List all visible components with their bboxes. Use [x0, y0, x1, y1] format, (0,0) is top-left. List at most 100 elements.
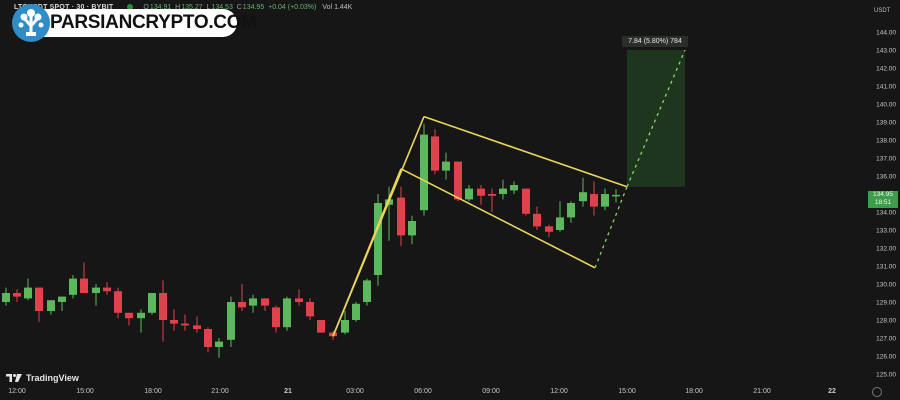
candle	[170, 309, 178, 331]
price-tick: 128.00	[876, 318, 896, 325]
candle	[193, 316, 201, 333]
price-tick: 142.00	[876, 66, 896, 73]
candle	[215, 338, 223, 358]
currency-unit-label[interactable]: USDT	[874, 8, 891, 14]
candle	[477, 185, 485, 205]
volume-value: Vol 1.44K	[322, 3, 353, 11]
candle	[431, 129, 439, 175]
candle	[238, 284, 246, 311]
candle	[272, 305, 280, 333]
candle	[590, 181, 598, 216]
time-tick: 22	[828, 388, 836, 395]
time-tick: 21:00	[753, 388, 771, 395]
candle	[69, 275, 77, 299]
price-tick: 136.00	[876, 174, 896, 181]
candle	[283, 296, 291, 331]
price-tick: 137.00	[876, 156, 896, 163]
candle	[556, 201, 564, 232]
ohlc-values: O134.91 H135.27 L134.53 C134.95 +0.04 (+…	[143, 3, 317, 11]
candle	[488, 188, 496, 212]
price-tick: 140.00	[876, 102, 896, 109]
watermark-text: PARSIANCRYPTO.COM	[50, 12, 257, 33]
candle	[148, 293, 156, 315]
candle	[181, 314, 189, 331]
candle	[306, 298, 314, 320]
candle	[510, 181, 518, 194]
price-tick: 134.00	[876, 210, 896, 217]
candle	[601, 188, 609, 211]
time-tick: 21:00	[211, 388, 229, 395]
candle	[137, 309, 145, 333]
time-tick: 12:00	[8, 388, 26, 395]
price-tick: 125.00	[876, 372, 896, 379]
price-tick: 133.00	[876, 228, 896, 235]
time-tick: 15:00	[618, 388, 636, 395]
symbol-title[interactable]: LTCUSDT SPOT · 30 · BYBIT	[14, 3, 114, 11]
price-tick: 127.00	[876, 336, 896, 343]
candle	[533, 206, 541, 230]
candle	[58, 296, 66, 311]
price-tick: 138.00	[876, 138, 896, 145]
candle	[24, 278, 32, 301]
candle	[204, 327, 212, 353]
price-tick: 126.00	[876, 354, 896, 361]
target-box-layer	[627, 50, 685, 187]
change-value: +0.04 (+0.03%)	[268, 3, 317, 11]
time-axis[interactable]: 12:00 15:00 18:00 21:00 21 03:00 06:00 09:00 12:…	[8, 388, 836, 395]
time-tick: 18:00	[685, 388, 703, 395]
time-tick: 12:00	[550, 388, 568, 395]
candle	[454, 161, 462, 202]
price-tick: 130.00	[876, 282, 896, 289]
flagpole-inner-line[interactable]	[332, 168, 402, 337]
candle	[249, 294, 257, 313]
flag-upper-line[interactable]	[423, 115, 628, 188]
settings-gear-icon[interactable]	[872, 387, 882, 397]
candle	[103, 282, 111, 295]
candle	[545, 224, 553, 238]
measure-tool-label: 7.84 (5.80%) 784	[622, 36, 688, 47]
candle	[499, 179, 507, 200]
candle	[125, 312, 133, 326]
flag-lower-line[interactable]	[400, 168, 596, 269]
candle	[408, 215, 416, 245]
symbol-header: LTCUSDT SPOT · 30 · BYBIT O134.91 H135.2…	[0, 0, 352, 14]
price-axis[interactable]: 125.00 126.00 127.00 128.00 129.00 130.00 131.…	[876, 30, 896, 379]
candle	[363, 278, 371, 306]
breakout-projection-dashed-line[interactable]	[594, 186, 628, 269]
candle	[227, 296, 235, 347]
price-tick: 139.00	[876, 120, 896, 127]
target-zone-box[interactable]	[627, 50, 685, 187]
candle	[261, 298, 269, 311]
price-tick: 129.00	[876, 300, 896, 307]
candle	[317, 320, 325, 333]
candle	[92, 284, 100, 306]
candle	[579, 177, 587, 207]
candle	[374, 194, 382, 286]
candle	[114, 287, 122, 319]
tradingview-branding[interactable]: TradingView	[6, 373, 79, 383]
candle	[567, 201, 575, 223]
time-tick: 06:00	[414, 388, 432, 395]
candle	[35, 287, 43, 322]
candle	[465, 185, 473, 202]
price-tick: 144.00	[876, 30, 896, 37]
current-price-tag: 134.95 18:51	[868, 191, 898, 208]
candle	[420, 123, 428, 216]
candle	[13, 289, 21, 302]
candle	[522, 188, 530, 216]
flag-pattern-lines[interactable]	[332, 49, 686, 337]
candle	[47, 300, 55, 315]
market-status-icon	[127, 4, 134, 10]
time-tick: 09:00	[482, 388, 500, 395]
candle	[341, 311, 349, 335]
price-tick: 131.00	[876, 264, 896, 271]
candle	[80, 262, 88, 293]
time-tick: 21	[284, 388, 292, 395]
candle	[397, 186, 405, 247]
candle	[612, 189, 620, 203]
candle	[442, 152, 450, 180]
candles-layer	[2, 123, 620, 358]
price-tick: 143.00	[876, 48, 896, 55]
time-tick: 18:00	[144, 388, 162, 395]
